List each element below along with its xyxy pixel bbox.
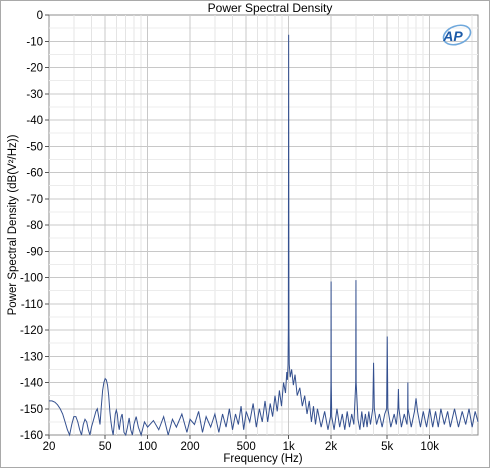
x-axis-label: Frequency (Hz)	[223, 453, 302, 465]
x-tick-label: 5k	[381, 441, 393, 453]
x-tick-label: 1k	[283, 441, 295, 453]
x-tick-label: 100	[138, 441, 157, 453]
x-tick-label: 2k	[325, 441, 337, 453]
x-tick-label: 20	[43, 441, 56, 453]
x-tick-label: 200	[180, 441, 199, 453]
x-tick-label: 10k	[420, 441, 439, 453]
x-tick-label: 50	[99, 441, 112, 453]
y-tick-label: -50	[26, 141, 43, 153]
y-tick-label: -10	[26, 36, 43, 48]
y-tick-label: -80	[26, 220, 43, 232]
y-tick-label: -110	[21, 299, 43, 311]
chart-title: Power Spectral Density	[208, 1, 333, 15]
y-tick-label: -140	[20, 378, 43, 390]
y-tick-label: -20	[26, 63, 43, 75]
grid	[49, 15, 478, 435]
y-tick-label: -60	[26, 168, 43, 180]
y-tick-label: 0	[37, 10, 43, 22]
ap-logo: AP	[442, 24, 472, 46]
y-tick-label: -120	[20, 325, 43, 337]
y-tick-label: -40	[26, 115, 43, 127]
y-tick-label: -150	[20, 404, 43, 416]
spectrum-trace	[49, 34, 479, 437]
ap-logo-text: AP	[442, 28, 463, 44]
x-tick-label: 500	[237, 441, 256, 453]
y-tick-label: -100	[20, 273, 43, 285]
axes: 0 -10 -20 -30 -40 -50 -60 -70 -80 -90 -100 -110 -120…	[20, 10, 439, 453]
y-tick-label: -70	[26, 194, 43, 206]
y-tick-label: -130	[20, 351, 43, 363]
y-tick-label: -160	[20, 430, 43, 442]
ap-logo-swoosh	[442, 24, 472, 46]
y-axis-label: Power Spectral Density (dB(V²/Hz))	[7, 134, 19, 315]
y-tick-label: -90	[26, 246, 43, 258]
y-tick-label: -30	[26, 89, 43, 101]
